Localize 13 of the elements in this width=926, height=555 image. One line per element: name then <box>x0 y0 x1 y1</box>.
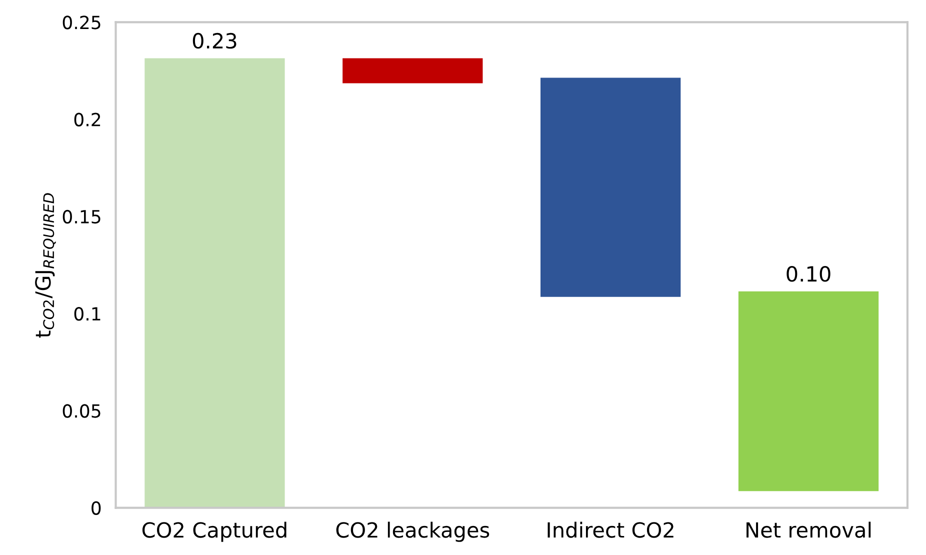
y-tick-label: 0 <box>92 501 101 515</box>
x-tick-label: Net removal <box>746 522 871 538</box>
x-tick-label: CO2 leackages <box>336 522 490 542</box>
y-axis-title: t$_{CO2}$/GJ$_{REQUIRED}$ <box>35 193 56 338</box>
y-tick-label: 0.25 <box>62 16 100 30</box>
x-tick-label: CO2 Captured <box>142 522 286 542</box>
y-tick-label: 0.2 <box>74 112 100 126</box>
data-label: 0.23 <box>192 32 236 49</box>
x-tick-label: Indirect CO2 <box>548 522 674 538</box>
y-tick-label: 0.1 <box>74 307 100 321</box>
data-label: 0.10 <box>786 266 830 282</box>
y-tick-label: 0.15 <box>62 210 100 224</box>
y-tick-label: 0.05 <box>62 404 100 418</box>
